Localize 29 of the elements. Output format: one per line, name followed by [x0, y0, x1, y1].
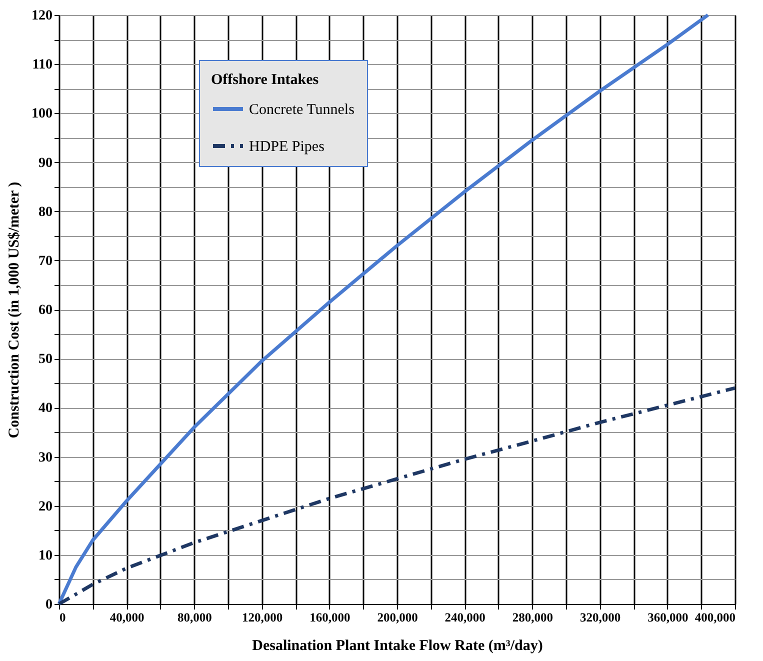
y-tick-label: 50 [38, 352, 52, 368]
y-tick-label: 20 [38, 499, 52, 514]
y-tick-label: 120 [32, 8, 52, 24]
legend-label: Concrete Tunnels [249, 102, 355, 118]
x-tick-label: 200,000 [377, 610, 418, 624]
x-tick-label: 280,000 [512, 610, 554, 624]
y-tick-label: 60 [38, 303, 52, 318]
x-tick-label: 320,000 [580, 610, 621, 624]
legend-title: Offshore Intakes [211, 72, 319, 88]
x-tick-label: 0 [60, 610, 66, 624]
y-tick-label: 80 [38, 204, 52, 220]
x-tick-label: 120,000 [242, 610, 283, 624]
x-tick-label: 400,000 [694, 610, 736, 624]
x-tick-label: 360,000 [648, 610, 688, 624]
y-tick-label: 30 [38, 450, 52, 466]
x-tick-label: 160,000 [310, 610, 350, 624]
x-tick-label: 240,000 [444, 610, 486, 624]
y-tick-label: 40 [38, 401, 52, 416]
x-tick-label: 80,000 [178, 610, 212, 624]
legend-label: HDPE Pipes [249, 139, 325, 155]
y-tick-label: 100 [32, 106, 52, 122]
y-tick-label: 110 [32, 58, 52, 73]
x-tick-label: 40,000 [110, 610, 144, 624]
y-tick-label: 70 [38, 254, 52, 269]
y-tick-label: 0 [46, 598, 52, 612]
x-axis-title: Desalination Plant Intake Flow Rate (m³/day) [252, 638, 543, 654]
y-tick-label: 90 [38, 156, 52, 171]
y-axis-title: Construction Cost (in 1,000 US$/meter ) [6, 182, 22, 438]
y-tick-label: 10 [38, 548, 52, 564]
